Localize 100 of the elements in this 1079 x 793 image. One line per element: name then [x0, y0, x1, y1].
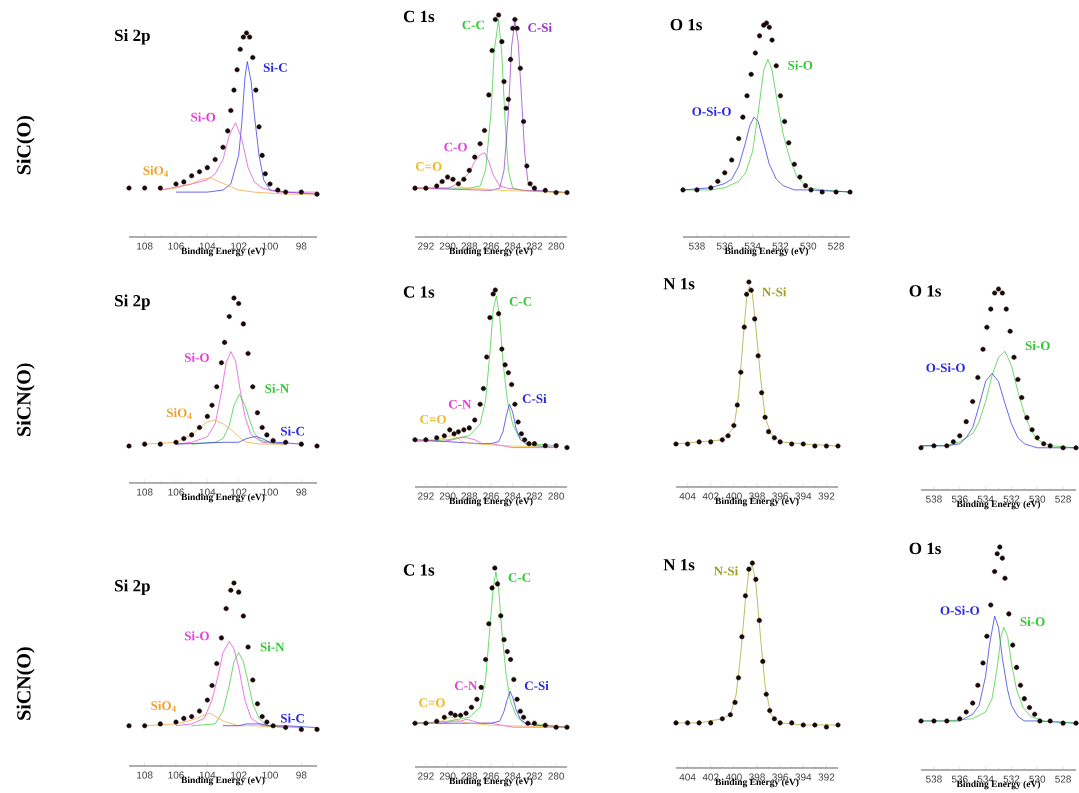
point [992, 290, 998, 296]
point [142, 441, 148, 447]
point [749, 560, 755, 566]
point [126, 443, 132, 449]
point [1034, 435, 1040, 441]
point [708, 720, 714, 726]
point [511, 676, 517, 682]
point [489, 585, 495, 591]
point [1011, 354, 1017, 360]
point [439, 179, 445, 184]
point [722, 170, 728, 176]
point [680, 187, 686, 193]
x-tick-label: 292 [418, 242, 434, 250]
point [719, 716, 725, 722]
point [434, 718, 440, 724]
point [228, 587, 234, 593]
point [259, 714, 265, 720]
point [727, 712, 733, 718]
point [526, 441, 532, 447]
point [515, 419, 521, 425]
point [777, 720, 783, 726]
point [220, 144, 226, 150]
point [748, 71, 754, 77]
point [204, 165, 210, 171]
point [517, 708, 523, 714]
point [222, 339, 228, 345]
point [225, 128, 231, 134]
point [504, 649, 510, 655]
x-tick-label: 280 [548, 242, 565, 250]
point [484, 354, 490, 360]
point [197, 708, 202, 714]
point [514, 696, 520, 702]
point [771, 716, 777, 722]
series-label: Si-N [265, 383, 290, 393]
point [495, 581, 501, 587]
point [673, 720, 679, 726]
point [759, 390, 765, 396]
point [918, 718, 924, 724]
point [283, 725, 289, 731]
series-label: C-Si [524, 681, 549, 691]
point [283, 439, 289, 445]
point [240, 613, 246, 619]
x-tick-label: 108 [137, 242, 153, 250]
point [1021, 696, 1027, 702]
text: C-N [454, 681, 478, 691]
point [204, 697, 210, 703]
point [209, 402, 215, 408]
series-label: Si-O [1025, 340, 1050, 351]
point [509, 382, 515, 388]
chart-title: N 1s [663, 278, 695, 290]
x-tick-label: 280 [548, 492, 565, 500]
point [412, 437, 418, 443]
series-label: Si-O [184, 352, 209, 362]
point [236, 301, 242, 307]
x-tick-label: 280 [548, 772, 565, 780]
point [244, 30, 249, 36]
point [738, 369, 744, 375]
point [531, 720, 537, 726]
point [1027, 705, 1033, 711]
point [223, 606, 229, 612]
point [1041, 441, 1047, 447]
point [501, 637, 507, 643]
point [812, 443, 818, 449]
series-label: N-Si [762, 287, 787, 297]
point [214, 384, 220, 390]
point [512, 16, 518, 22]
point [752, 316, 758, 322]
point [503, 105, 509, 111]
point [298, 726, 304, 732]
point [508, 56, 514, 62]
point [694, 187, 700, 193]
chart-title: O 1s [670, 18, 702, 31]
x-tick-label: 392 [818, 773, 835, 781]
point [755, 353, 761, 359]
point [746, 566, 752, 572]
point [1003, 306, 1009, 312]
point [944, 443, 950, 449]
point [685, 441, 691, 447]
point [757, 33, 763, 39]
x-tick-label: 538 [688, 242, 705, 250]
series-label: SiO$_{4}$ [166, 408, 192, 419]
point [975, 682, 981, 688]
point [250, 677, 256, 683]
point [782, 118, 788, 124]
point [553, 724, 559, 730]
point [766, 429, 772, 435]
x-tick-label: 108 [137, 488, 153, 496]
point [451, 431, 457, 437]
point [452, 712, 458, 718]
series-label: C-Si [528, 22, 552, 32]
point [496, 12, 502, 18]
point [234, 67, 240, 73]
point [763, 691, 769, 697]
point [283, 189, 289, 195]
point [764, 20, 770, 26]
point [492, 16, 498, 22]
point [461, 427, 467, 433]
point [181, 436, 187, 442]
x-tick-label: 404 [679, 492, 696, 500]
point [181, 179, 187, 185]
